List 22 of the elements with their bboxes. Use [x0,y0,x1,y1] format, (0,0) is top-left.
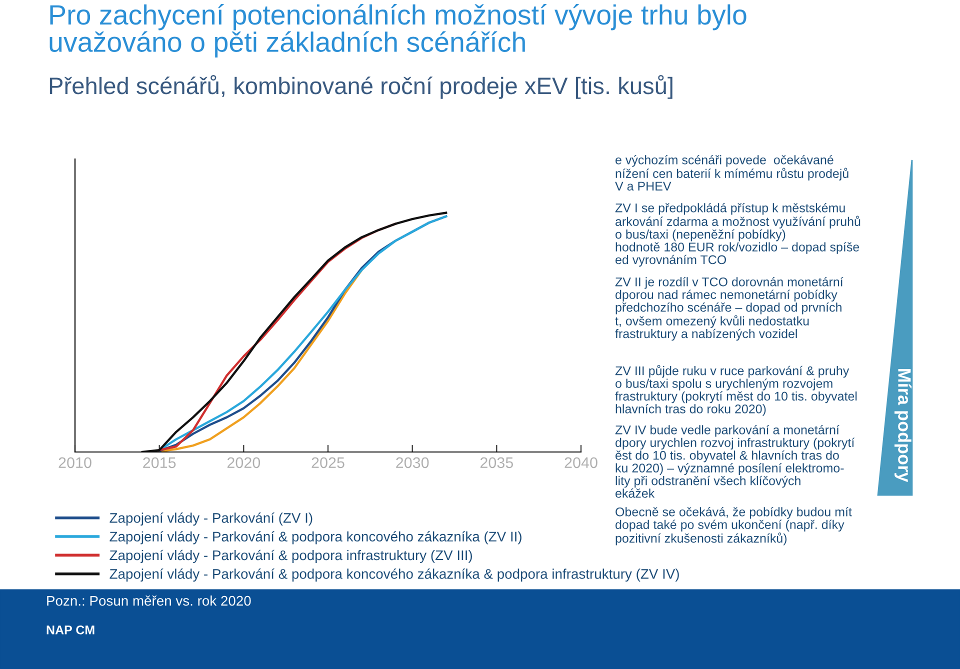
text: ZV IV bude vedle parkování a monetární dpory urychlen rozvoj infrastruktury (pokrytí ěst do 10 tis. obyvatel & hlavních tras do ku 2020) – významné posílení elektromo- lity při odstranění všech klíčových ekážek [615,425,855,498]
chart-subtitle: Přehled scénářů, kombinované roční prodeje xEV [tis. kusů] [50,75,672,99]
text: Obecně se očekává, že pobídky budou mít dopad také po svém ukončení (např. díky pozitivní zkušenosti zákazníků) [616,507,852,546]
legend-label: Zapojení vlády - Parkování (ZV I) [110,512,312,526]
text: ZV III půjde ruku v ruce parkování & pruhy o bus/taxi spolu s urychleným rozvojem frastruktury (pokrytí měst do 10 tis. obyvatel hlavních tras do roku 2020) [615,365,857,416]
x-tick-label: 2030 [396,457,429,468]
text: ZV II je rozdíl v TCO dorovnán monetární dporou nad rámec nemonetární pobídky předchozího scénáře – dopad od prvních t, ovšem omezený kvůli nedostatku frastruktury a nabízených vozidel [615,277,844,341]
x-tick-label: 2020 [227,457,260,468]
text: e výchozím scénáři povede očekávané nížení cen baterií k mímému růstu prodejů V a PHEV [615,155,848,191]
text: Pozn.: Posun měřen vs. rok 2020 [47,595,251,606]
chart-title: Pro zachycení potencionálních možností vývoje trhu bylo uvažováno o pěti základních scénářích [50,4,746,58]
text: Míra podpory [894,369,912,482]
x-tick-label: 2010 [58,457,92,468]
x-tick-label: 2025 [312,457,344,468]
x-tick-label: 2015 [143,457,176,468]
x-tick-label: 2035 [480,457,514,468]
text: NAP CM [46,626,94,634]
legend-label: Zapojení vlády - Parkování & podpora infrastruktury (ZV III) [110,550,472,563]
text: ZV I se předpokládá přístup k městskému arkování zdarma a možnost využívání pruhů o bus/taxi (nepeněžní pobídky) hodnotě 180 EUR rok/vozidlo – dopad spíše ed vyrovnáním TCO [615,203,860,267]
legend-label: Zapojení vlády - Parkování & podpora koncového zákazníka & podpora infrastruktury (ZV IV) [110,568,679,582]
x-tick-label: 2040 [564,457,598,468]
legend-label: Zapojení vlády - Parkování & podpora koncového zákazníka (ZV II) [110,531,522,544]
